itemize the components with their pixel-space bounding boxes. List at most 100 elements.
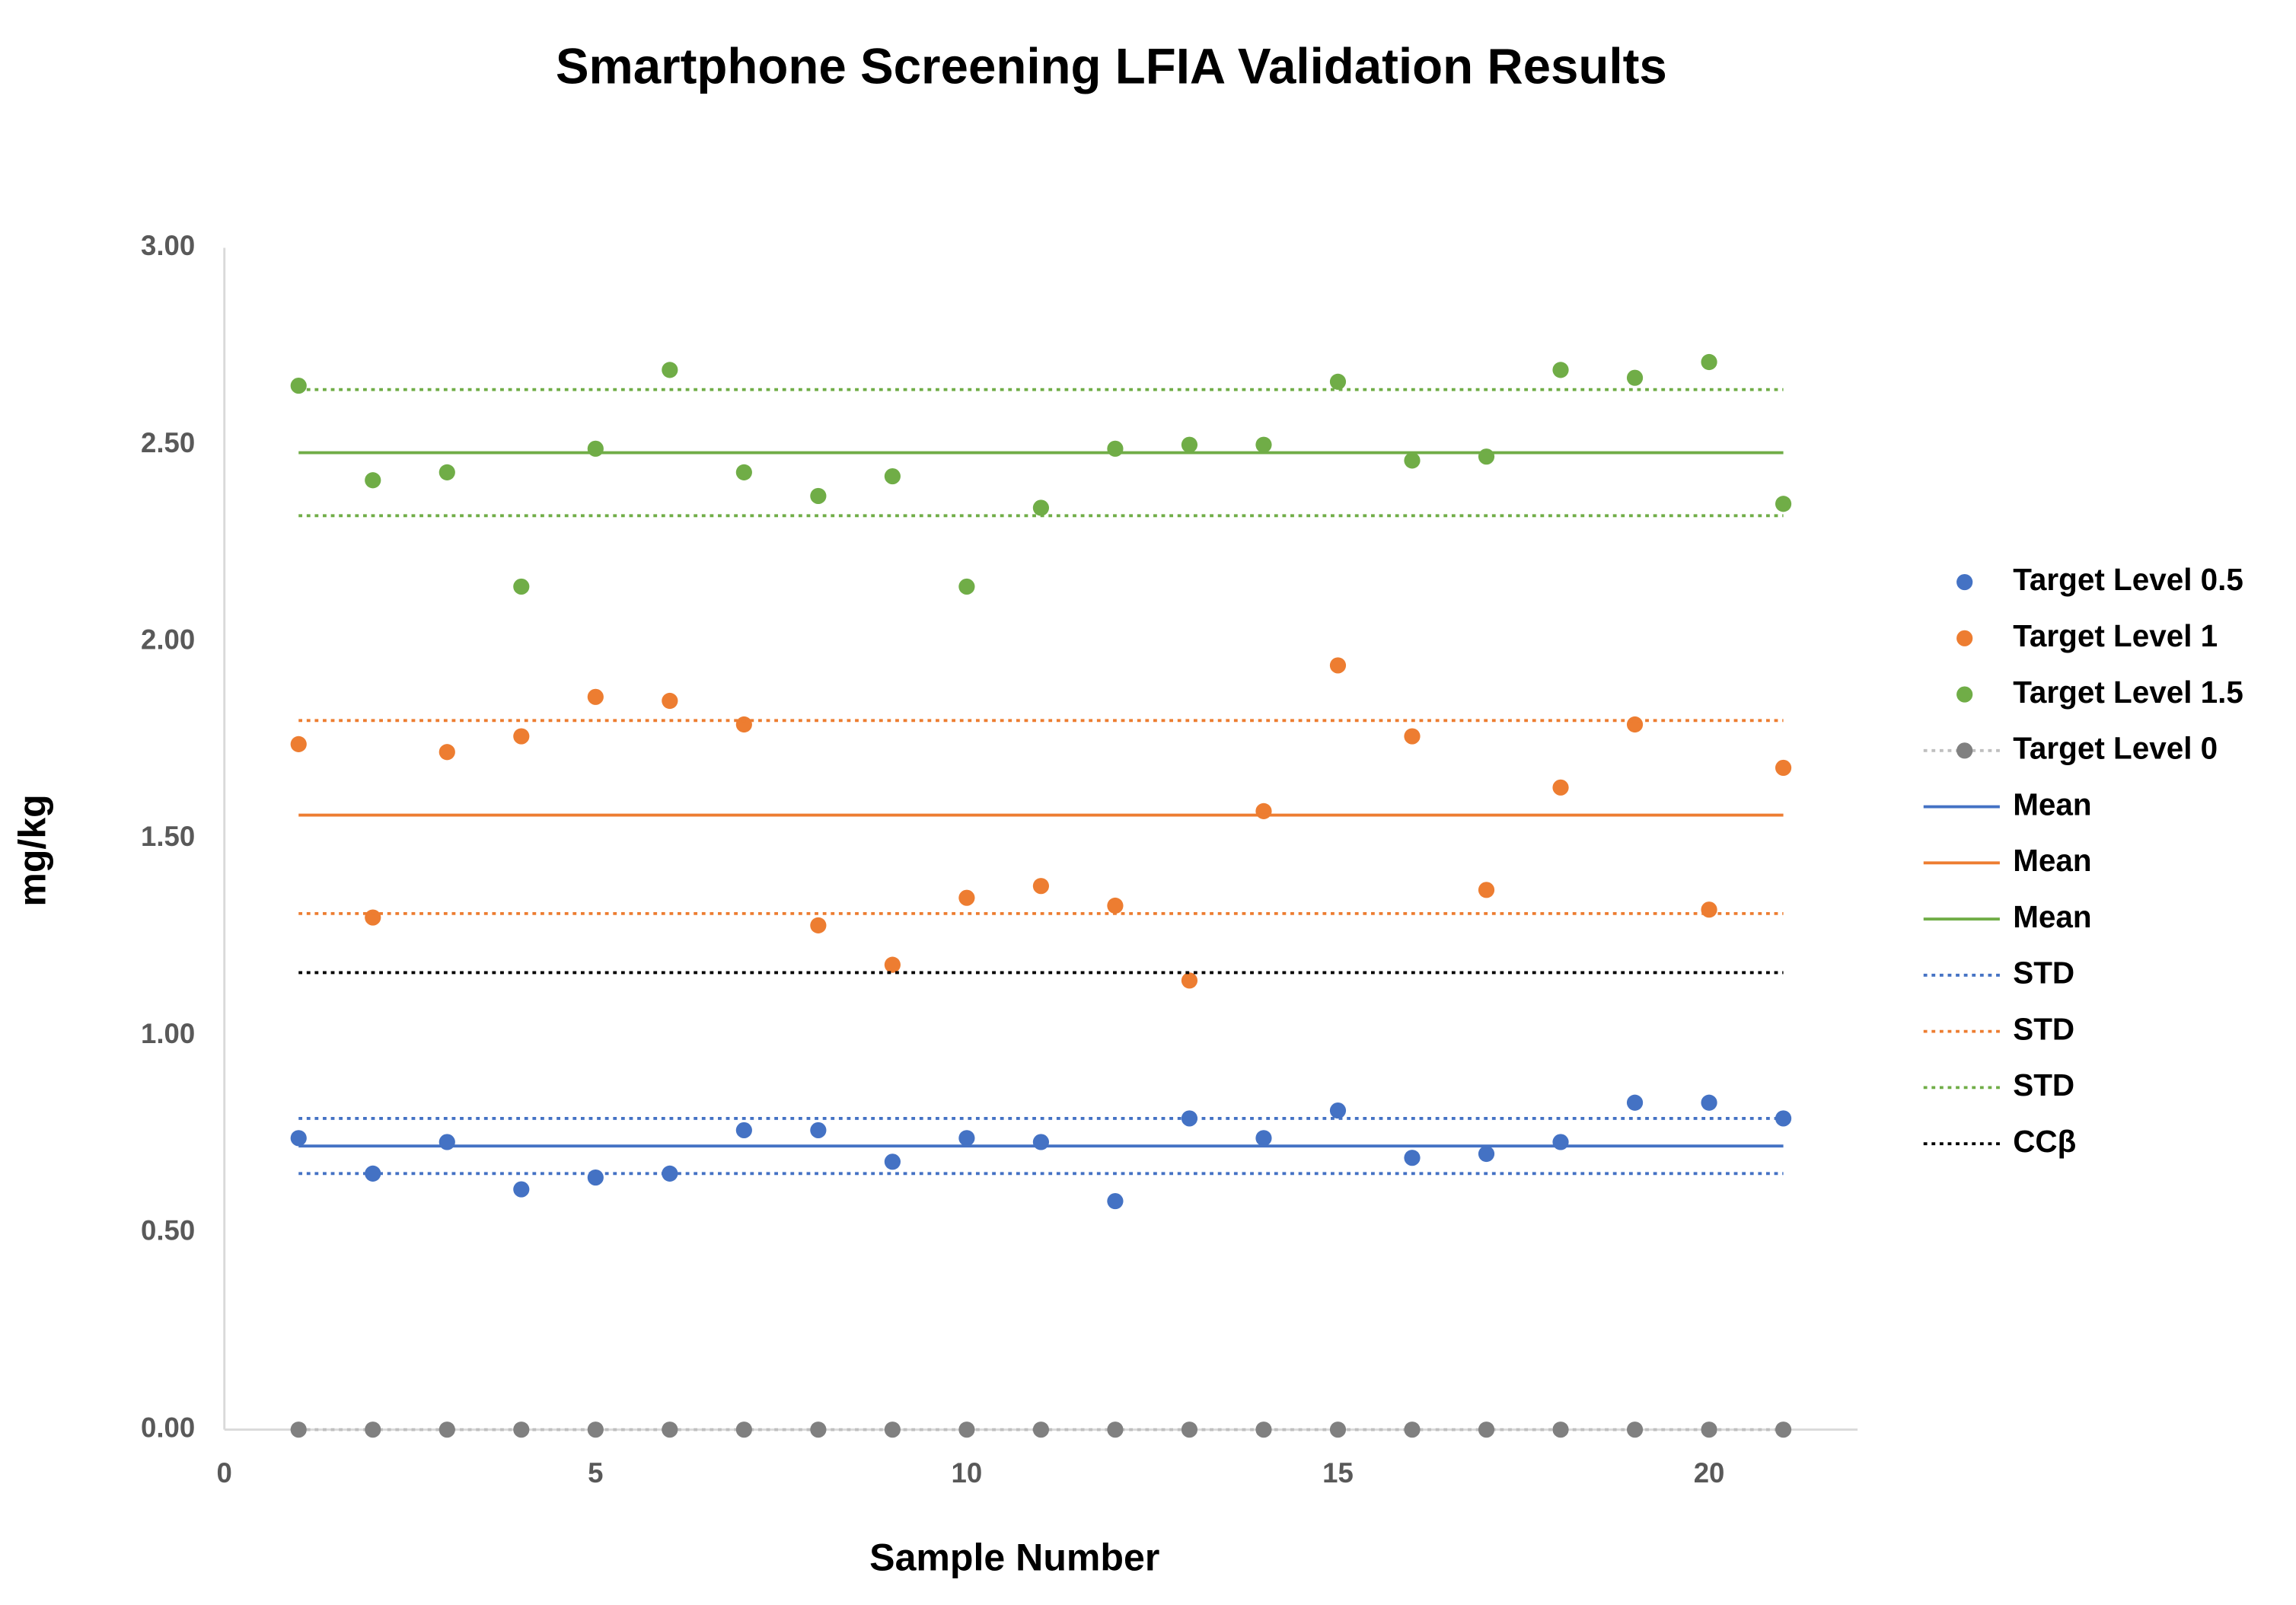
data-point [290,377,307,394]
data-point [1107,897,1124,914]
data-point [1701,1094,1717,1111]
chart-title: Smartphone Screening LFIA Validation Res… [556,39,1667,94]
x-tick-label: 20 [1694,1457,1725,1489]
data-point [1478,1422,1495,1438]
data-point [587,1169,604,1186]
data-point [1404,728,1421,745]
data-point [958,1130,975,1147]
legend-label: Mean [2013,899,2091,934]
data-point [810,1122,827,1139]
data-point [735,1122,752,1139]
data-point [1255,1130,1272,1147]
data-point [587,1422,604,1438]
data-point [884,467,901,485]
data-point [735,1422,752,1438]
data-point [438,744,455,761]
data-point [1701,1422,1717,1438]
legend-label: STD [2013,1011,2074,1046]
data-point [365,1422,381,1438]
data-point [438,1134,455,1150]
data-point [1404,1422,1421,1438]
data-point [1329,1422,1347,1438]
data-point [513,578,530,595]
data-point [1701,901,1717,918]
data-point [884,956,901,973]
data-point [1329,373,1347,390]
data-point [1255,802,1272,819]
data-point [884,1153,901,1170]
data-point [438,464,455,480]
data-point [1701,353,1717,371]
y-tick-label: 2.00 [141,624,195,656]
data-point [1478,882,1495,898]
data-point [662,1422,678,1438]
data-point [810,1422,827,1438]
data-point [1181,436,1198,453]
data-point [810,917,827,933]
data-point [290,735,307,752]
y-tick-label: 3.00 [141,230,195,261]
data-point [587,440,604,457]
data-point [1626,1094,1644,1111]
data-point [513,1422,530,1438]
data-point [1626,1422,1644,1438]
data-point [1552,779,1569,796]
data-point [662,692,678,710]
y-tick-label: 0.00 [141,1412,195,1443]
legend-label: Mean [2013,787,2091,822]
x-tick-label: 10 [952,1457,983,1489]
data-point [1626,716,1644,733]
data-point [958,1422,975,1438]
data-point [884,1422,901,1438]
data-point [1775,496,1792,512]
legend-label: STD [2013,1067,2074,1102]
data-point [1775,759,1792,777]
data-point [1552,362,1569,378]
data-point [1107,1422,1124,1438]
y-tick-label: 1.00 [141,1018,195,1049]
x-tick-label: 0 [217,1457,232,1489]
data-point [513,728,530,745]
data-point [290,1422,307,1438]
legend-marker [1956,742,1973,759]
data-point [1478,448,1495,465]
data-point [1032,1422,1050,1438]
data-point [1329,1102,1347,1119]
data-point [1552,1134,1569,1150]
data-point [1181,1422,1198,1438]
data-point [438,1422,455,1438]
data-point [662,362,678,378]
data-point [1107,440,1124,457]
legend-marker [1956,573,1973,591]
x-tick-label: 15 [1322,1457,1354,1489]
data-point [1552,1422,1569,1438]
legend-label: Mean [2013,843,2091,878]
data-point [1032,1134,1050,1150]
y-tick-label: 0.50 [141,1215,195,1246]
x-axis-title: Sample Number [869,1536,1159,1578]
legend-label: Target Level 0 [2013,731,2218,766]
y-axis-title: mg/kg [11,794,54,906]
y-tick-label: 1.50 [141,821,195,852]
data-point [735,464,752,480]
data-point [1404,452,1421,469]
data-point [290,1130,307,1147]
data-point [587,688,604,705]
x-tick-label: 5 [588,1457,603,1489]
y-tick-label: 2.50 [141,427,195,458]
data-point [1255,436,1272,453]
data-point [1329,657,1347,674]
data-point [1626,369,1644,386]
legend-label: Target Level 1.5 [2013,675,2243,710]
data-point [513,1181,530,1198]
data-point [1032,499,1050,516]
legend-label: CCβ [2013,1124,2076,1159]
legend-label: Target Level 0.5 [2013,562,2243,597]
data-point [1181,1110,1198,1127]
legend-marker [1956,686,1973,703]
data-point [365,909,381,926]
data-point [810,487,827,505]
data-point [1255,1422,1272,1438]
data-point [1181,972,1198,989]
